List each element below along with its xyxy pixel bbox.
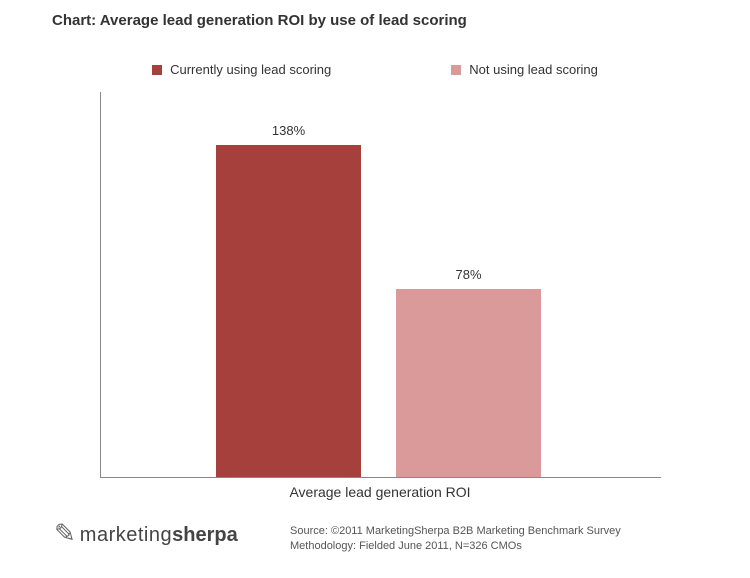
x-axis-label: Average lead generation ROI: [100, 484, 660, 500]
legend-label-0: Currently using lead scoring: [170, 62, 331, 77]
legend-item-0: Currently using lead scoring: [152, 62, 331, 77]
chart-title: Chart: Average lead generation ROI by us…: [52, 12, 467, 29]
page: Chart: Average lead generation ROI by us…: [0, 0, 750, 578]
footer: Source: ©2011 MarketingSherpa B2B Market…: [290, 524, 621, 554]
bar-group: 138% 78%: [216, 145, 541, 477]
compass-icon: ✎: [54, 518, 76, 549]
bar-0: 138%: [216, 145, 361, 477]
logo: ✎ marketingsherpa: [54, 520, 238, 551]
bar-label-1: 78%: [396, 267, 541, 282]
bar-1: 78%: [396, 289, 541, 477]
source-line: Source: ©2011 MarketingSherpa B2B Market…: [290, 524, 621, 539]
bar-label-0: 138%: [216, 123, 361, 138]
plot-area: 138% 78%: [100, 92, 661, 478]
logo-word-2: sherpa: [172, 524, 238, 546]
legend: Currently using lead scoring Not using l…: [0, 62, 750, 77]
legend-swatch-1: [451, 65, 461, 75]
legend-swatch-0: [152, 65, 162, 75]
legend-label-1: Not using lead scoring: [469, 62, 598, 77]
method-line: Methodology: Fielded June 2011, N=326 CM…: [290, 539, 621, 554]
legend-item-1: Not using lead scoring: [451, 62, 598, 77]
logo-word-1: marketing: [80, 524, 172, 546]
